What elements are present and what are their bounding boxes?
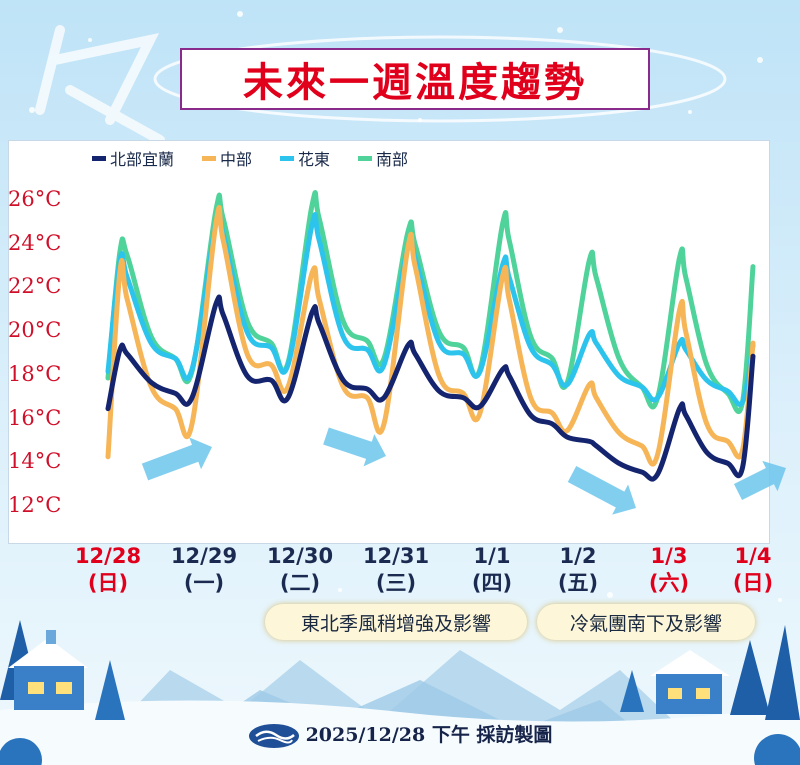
house-icon (650, 650, 730, 714)
x-tick-date: 1/2 (559, 544, 597, 568)
x-tick-label: 1/2 (五) (533, 543, 623, 597)
legend-entry: 中部 (202, 146, 252, 170)
legend-entry: 花東 (280, 146, 330, 170)
legend-label: 北部宜蘭 (110, 150, 175, 169)
y-tick-label: 20°C (8, 318, 62, 343)
y-tick-label: 26°C (8, 187, 62, 211)
legend-label: 中部 (220, 150, 253, 169)
cold-air-banner: 冷氣團南下及影響 (537, 604, 755, 640)
plot-area (8, 140, 770, 544)
legend-label: 南部 (376, 150, 409, 169)
house-icon (8, 630, 88, 710)
title-box: 未來一週溫度趨勢 (180, 48, 650, 110)
x-tick-label: 1/3 (六) (624, 543, 714, 597)
legend-swatch (358, 155, 373, 161)
monsoon-banner: 東北季風稍增強及影響 (265, 604, 527, 640)
chart-title: 未來一週溫度趨勢 (243, 60, 587, 106)
season-glyph-decoration (35, 25, 165, 145)
x-tick-weekday: (三) (375, 571, 417, 595)
y-tick-label: 12°C (8, 493, 62, 517)
x-tick-label: 1/1 (四) (447, 543, 537, 597)
snow-ground (0, 700, 800, 765)
x-tick-date: 12/28 (74, 544, 142, 568)
legend-entry: 南部 (358, 146, 408, 170)
x-tick-date: 12/31 (362, 544, 430, 568)
legend: 北部宜蘭 中部 花東 南部 (92, 146, 408, 170)
y-tick-label: 14°C (8, 449, 62, 474)
snowflake-decoration (29, 11, 782, 602)
x-tick-weekday: (日) (87, 571, 129, 595)
x-tick-date: 12/29 (170, 544, 238, 568)
x-tick-weekday: (一) (183, 571, 225, 595)
legend-entry: 北部宜蘭 (92, 146, 174, 170)
legend-swatch (280, 155, 295, 161)
newspaper-logo-icon (248, 724, 299, 748)
x-tick-weekday: (五) (557, 571, 599, 595)
x-tick-label: 12/29 (一) (159, 543, 249, 597)
legend-swatch (92, 155, 106, 161)
x-tick-weekday: (二) (279, 571, 321, 595)
x-tick-weekday: (六) (648, 571, 690, 595)
x-tick-date: 1/4 (734, 544, 772, 568)
x-tick-label: 12/28 (日) (63, 543, 153, 597)
y-tick-label: 22°C (8, 274, 62, 299)
legend-swatch (202, 155, 217, 161)
x-tick-weekday: (日) (732, 571, 774, 595)
x-tick-label: 1/4 (日) (708, 543, 798, 597)
x-tick-label: 12/30 (二) (255, 543, 345, 597)
legend-label: 花東 (298, 150, 331, 169)
y-tick-label: 16°C (8, 405, 62, 430)
x-tick-label: 12/31 (三) (351, 543, 441, 597)
x-tick-date: 12/30 (266, 544, 334, 568)
x-tick-date: 1/3 (650, 544, 688, 568)
x-tick-date: 1/1 (473, 544, 511, 568)
tree-icon (620, 625, 800, 720)
footer: 2025/12/28 下午 採訪製圖 (0, 720, 800, 749)
y-tick-label: 24°C (8, 230, 62, 255)
y-tick-label: 18°C (8, 361, 62, 386)
x-tick-weekday: (四) (471, 571, 513, 595)
footer-text: 2025/12/28 下午 採訪製圖 (305, 724, 553, 746)
